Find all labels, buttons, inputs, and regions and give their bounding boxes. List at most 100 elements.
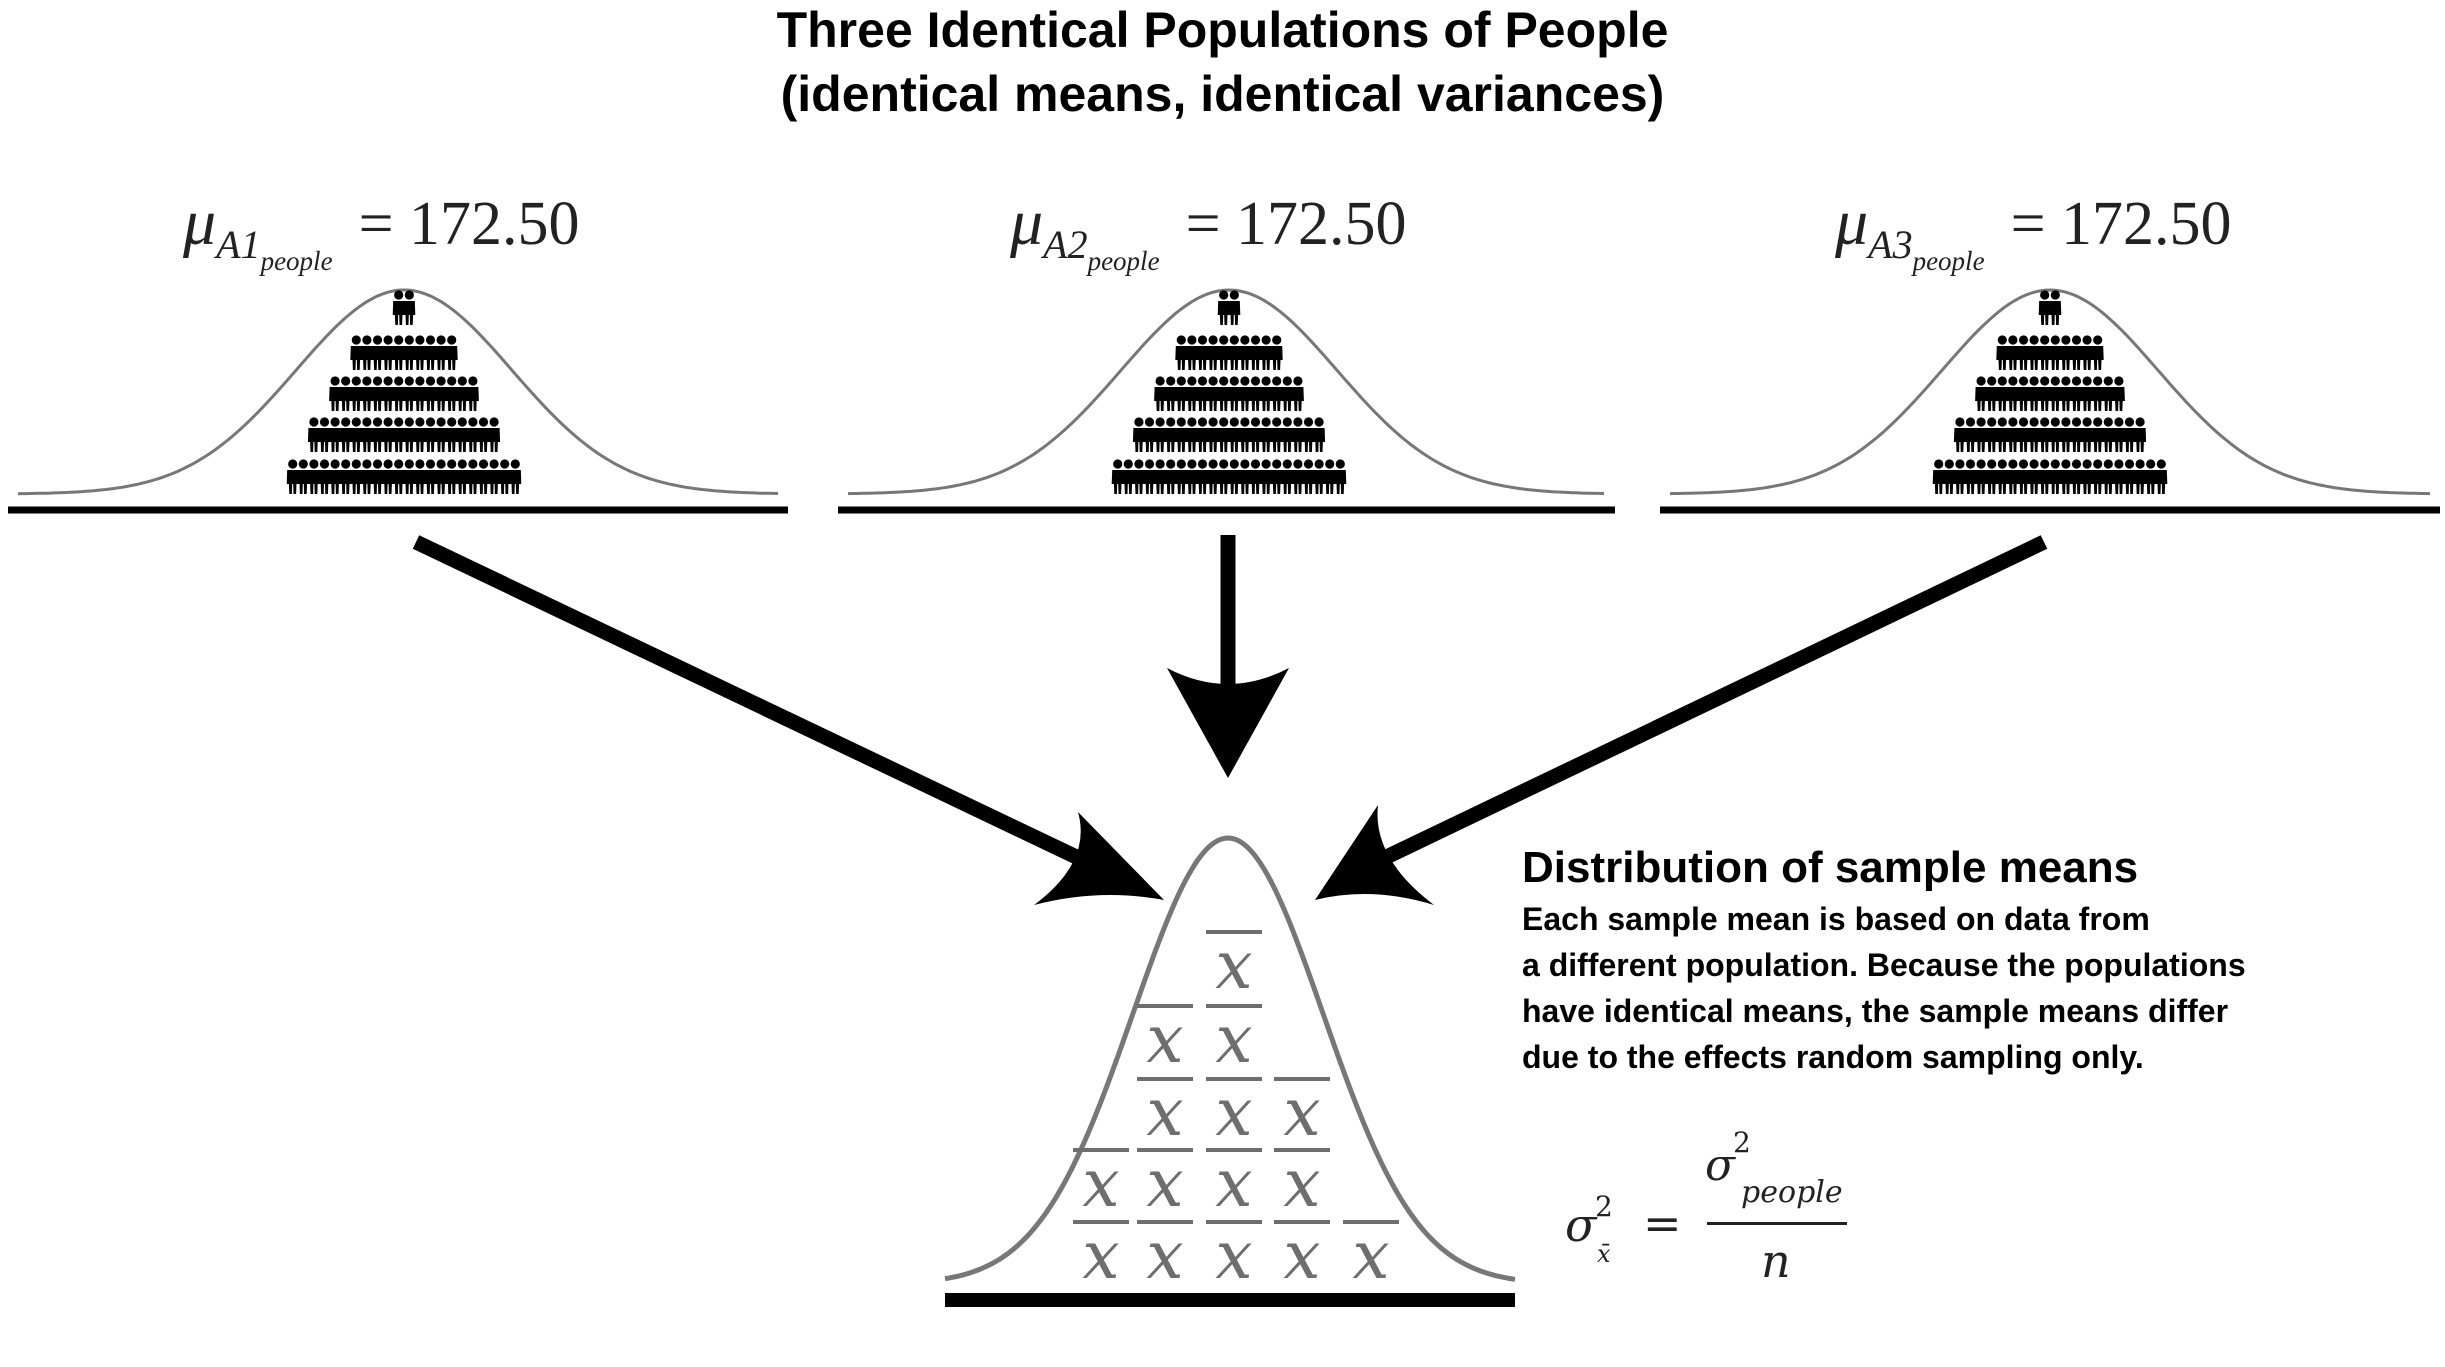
person-icon: [488, 417, 501, 452]
person-icon: [2070, 376, 2083, 411]
sigma-symbol: σ: [1565, 1198, 1597, 1252]
person-icon: [1207, 335, 1220, 370]
person-icon: [329, 376, 342, 411]
mu-symbol: μ: [1010, 186, 1044, 259]
person-icon: [1270, 335, 1283, 370]
person-icon: [2123, 417, 2136, 452]
person-icon: [1228, 417, 1241, 452]
person-icon: [1281, 417, 1294, 452]
person-icon: [2017, 459, 2030, 494]
person-icon: [1196, 417, 1209, 452]
person-icon: [1228, 290, 1241, 325]
population-panel-a1: [8, 288, 788, 514]
person-icon: [339, 459, 352, 494]
person-icon: [1985, 376, 1998, 411]
person-icon: [1143, 417, 1156, 452]
person-icon: [2081, 335, 2094, 370]
equals-sign: =: [1185, 190, 1221, 258]
person-icon: [1975, 376, 1988, 411]
person-icon: [477, 417, 490, 452]
person-icon: [456, 376, 469, 411]
population-panel-a2: [838, 288, 1615, 514]
population-panel-a3: [1660, 288, 2440, 514]
arrow-heads: [1034, 668, 1434, 905]
person-icon: [307, 459, 320, 494]
person-icon: [1228, 376, 1241, 411]
xbar-letter: x: [1146, 1145, 1183, 1222]
person-icon: [2049, 459, 2062, 494]
person-icon: [1122, 459, 1135, 494]
person-icon: [2155, 459, 2168, 494]
person-icon: [413, 376, 426, 411]
person-icon: [1985, 417, 1998, 452]
person-icon: [2028, 417, 2041, 452]
arrow-head-a2: [1167, 668, 1289, 778]
person-icon: [382, 335, 395, 370]
mean-value: 172.50: [409, 190, 580, 258]
person-icon: [1175, 417, 1188, 452]
person-icon: [1964, 459, 1977, 494]
sample-mean-xbar: x: [1206, 927, 1262, 1004]
person-icon: [1249, 459, 1262, 494]
person-icon: [2091, 459, 2104, 494]
person-icon: [509, 459, 522, 494]
person-icon: [1217, 417, 1230, 452]
person-icon: [2059, 376, 2072, 411]
person-icon: [360, 459, 373, 494]
person-icon: [477, 459, 490, 494]
person-icon: [1964, 417, 1977, 452]
person-icon: [2134, 459, 2147, 494]
mu-symbol: μ: [1835, 186, 1869, 259]
person-icon: [413, 459, 426, 494]
person-icon: [392, 417, 405, 452]
person-icon: [1238, 335, 1251, 370]
formula-lhs: σ 2 x̄: [1565, 1190, 1613, 1268]
xbar-letter: x: [1215, 1074, 1252, 1151]
person-icon: [1217, 459, 1230, 494]
sample-mean-xbar: x: [1137, 1074, 1193, 1151]
person-icon: [360, 376, 373, 411]
person-icon: [1334, 459, 1347, 494]
person-icon: [413, 335, 426, 370]
xbar-letter: x: [1215, 927, 1252, 1004]
person-icon: [360, 335, 373, 370]
sample-mean-xbar: x: [1274, 1217, 1330, 1294]
person-icon: [1132, 459, 1145, 494]
person-icon: [2102, 376, 2115, 411]
person-icon: [1154, 417, 1167, 452]
person-icon: [1185, 376, 1198, 411]
xbar-letter: x: [1352, 1217, 1389, 1294]
person-icon: [2006, 335, 2019, 370]
person-icon: [2102, 417, 2115, 452]
sigma-symbol: σ: [1705, 1140, 1736, 1191]
person-icon: [1260, 335, 1273, 370]
sample-mean-xbar: x: [1073, 1145, 1129, 1222]
person-icon: [371, 459, 384, 494]
person-icon: [1302, 417, 1315, 452]
person-icon: [403, 290, 416, 325]
lhs-power: 2: [1595, 1190, 1613, 1223]
person-icon: [382, 376, 395, 411]
person-icon: [2049, 376, 2062, 411]
person-icon: [1185, 459, 1198, 494]
person-icon: [1281, 459, 1294, 494]
person-icon: [371, 335, 384, 370]
person-icon: [1996, 376, 2009, 411]
person-icon: [2038, 335, 2051, 370]
person-icon: [371, 376, 384, 411]
xbar-letter: x: [1215, 1145, 1252, 1222]
person-icon: [307, 417, 320, 452]
person-icon: [445, 417, 458, 452]
formula-numerator: σ 2 people: [1705, 1126, 1843, 1210]
person-icon: [371, 417, 384, 452]
xbar-letter: x: [1146, 1074, 1183, 1151]
arrow-head-a1: [1034, 812, 1164, 905]
person-icon: [1238, 376, 1251, 411]
person-icon: [2070, 417, 2083, 452]
person-icon: [2081, 459, 2094, 494]
person-icon: [435, 459, 448, 494]
person-icon: [2038, 376, 2051, 411]
person-icon: [350, 459, 363, 494]
person-icon: [2028, 335, 2041, 370]
